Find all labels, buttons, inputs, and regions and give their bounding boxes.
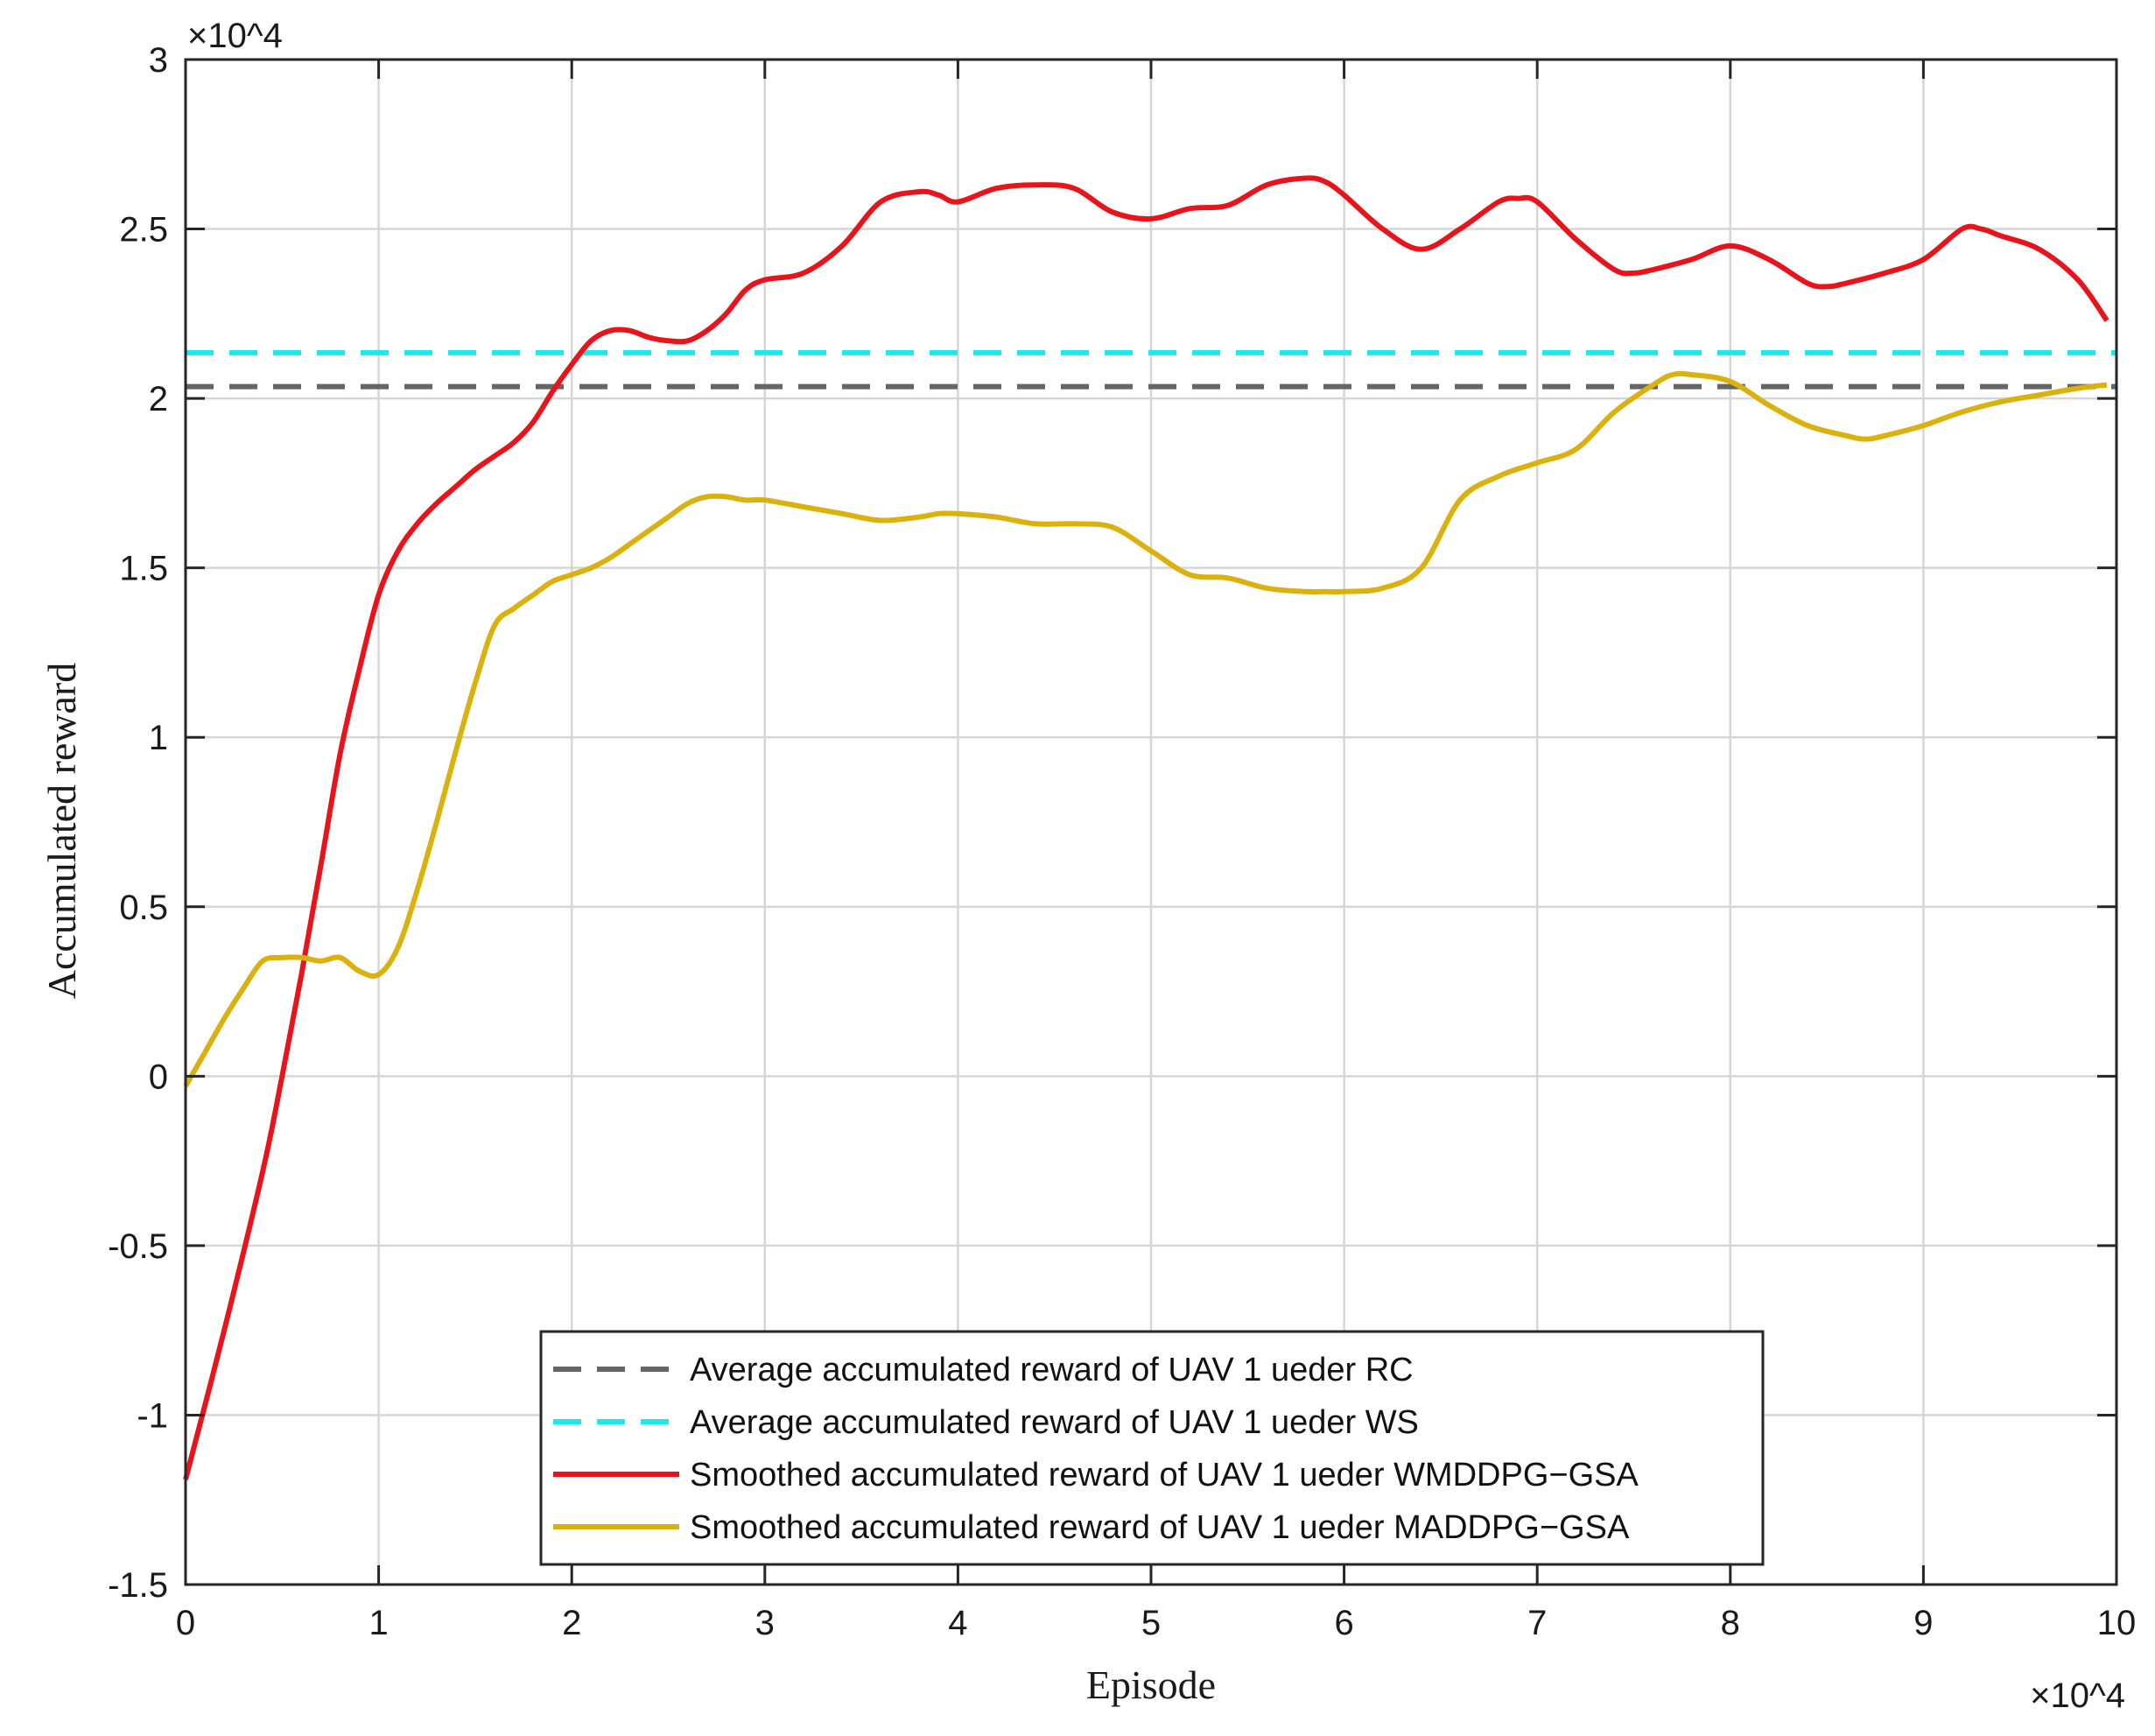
y-axis-label: Accumulated reward (39, 663, 84, 999)
x-tick-label: 4 (948, 1604, 967, 1642)
x-tick-labels: 0 1 2 3 4 5 6 7 8 9 10 (176, 1604, 2136, 1642)
x-tick-label: 0 (176, 1604, 195, 1642)
x-tick-label: 10 (2097, 1604, 2137, 1642)
legend-label: Smoothed accumulated reward of UAV 1 ued… (690, 1457, 1639, 1494)
x-tick-label: 7 (1527, 1604, 1547, 1642)
series-layer (183, 175, 2116, 1480)
series-line (183, 175, 2109, 1480)
y-tick-label: 1 (149, 719, 168, 757)
y-tick-label: 1.5 (119, 550, 168, 588)
y-tick-label: -0.5 (108, 1227, 168, 1266)
y-tick-label: 3 (149, 41, 168, 80)
legend-label: Average accumulated reward of UAV 1 uede… (690, 1404, 1419, 1441)
y-tick-label: 2 (149, 380, 168, 418)
x-tick-label: 5 (1141, 1604, 1161, 1642)
y-tick-label: 0 (149, 1058, 168, 1096)
x-tick-label: 8 (1721, 1604, 1740, 1642)
y-tick-label: -1 (137, 1396, 168, 1435)
x-tick-label: 2 (562, 1604, 581, 1642)
x-tick-label: 6 (1334, 1604, 1353, 1642)
x-tick-label: 9 (1913, 1604, 1933, 1642)
x-tick-label: 1 (369, 1604, 388, 1642)
y-tick-labels: -1.5 -1 -0.5 0 0.5 1 1.5 2 2.5 3 (108, 41, 168, 1605)
y-exponent-label: ×10^4 (187, 17, 283, 55)
x-tick-label: 3 (755, 1604, 775, 1642)
x-exponent-label: ×10^4 (2030, 1676, 2125, 1715)
y-tick-label: -1.5 (108, 1566, 168, 1605)
legend: Average accumulated reward of UAV 1 uede… (539, 1330, 1765, 1566)
legend-box (539, 1330, 1765, 1566)
legend-label: Smoothed accumulated reward of UAV 1 ued… (690, 1509, 1630, 1546)
y-tick-label: 2.5 (119, 211, 168, 250)
legend-entries: Average accumulated reward of UAV 1 uede… (553, 1352, 1639, 1546)
x-axis-label: Episode (1086, 1662, 1216, 1707)
axis-ticks (184, 58, 2118, 1586)
y-tick-label: 0.5 (119, 889, 168, 927)
legend-label: Average accumulated reward of UAV 1 uede… (690, 1352, 1414, 1388)
series-line (183, 370, 2108, 1088)
